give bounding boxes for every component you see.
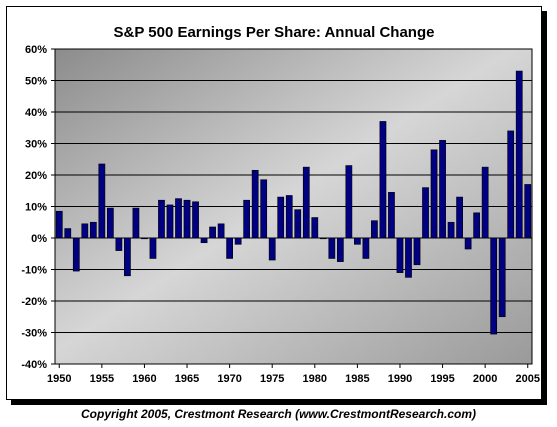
bar-1991 [405,237,412,278]
bar-1993 [422,187,429,239]
bar-1962 [158,199,165,239]
bar-2000 [481,166,489,239]
x-tick-label: 2005 [515,373,539,385]
bar-1957 [115,237,123,251]
x-axis-ticks: 1950 1955 1960 1965 1970 1975 1980 1985 1990 1995… [47,364,540,385]
x-tick-label: 1965 [175,373,199,385]
bar-1975 [268,237,276,261]
x-tick-label: 1955 [90,373,114,385]
bar-1987 [371,220,378,239]
bar-1989 [388,192,395,239]
y-tick-label: 40% [25,107,47,119]
bar-1999 [473,212,481,239]
bar-1979 [302,166,310,239]
bar-1959 [132,207,140,239]
bar-1988 [379,121,387,239]
x-tick-label: 1970 [217,373,241,385]
bar-1980 [311,217,319,239]
y-tick-label: 50% [25,76,47,88]
bar-1952 [72,237,80,272]
bar-1971 [234,237,242,245]
y-tick-label: 0% [31,233,47,245]
bar-1998 [464,237,472,250]
bar-1960 [141,237,148,240]
x-tick-label: 1960 [132,373,156,385]
bar-1976 [277,196,285,239]
x-tick-label: 2000 [473,373,497,385]
bar-2005 [524,184,532,239]
chart-title: S&P 500 Earnings Per Share: Annual Chang… [113,24,435,41]
y-axis-ticks: 60% 50% 40% 30% 20% 10% 0% -10% -20% -30% -40% [21,44,55,371]
x-tick-label: 1990 [388,373,412,385]
bar-1950 [55,210,63,239]
y-tick-label: -40% [21,359,47,371]
bar-1983 [336,237,344,262]
bar-1978 [294,209,302,239]
x-tick-label: 1950 [47,373,71,385]
bar-1955 [98,163,106,239]
bar-1970 [226,237,233,259]
y-tick-label: 20% [25,170,47,182]
bar-1997 [456,196,463,239]
x-tick-label: 1995 [430,373,454,385]
y-tick-label: -10% [21,265,47,277]
bar-2002 [498,237,506,318]
bar-2003 [507,130,515,239]
bar-1969 [217,223,225,239]
bar-1951 [64,228,72,239]
y-tick-label: 30% [25,139,47,151]
bars [55,70,532,335]
x-tick-label: 1980 [303,373,327,385]
bar-1974 [260,179,268,239]
bar-1958 [124,237,131,277]
bar-1967 [200,237,208,244]
bar-1965 [183,199,191,239]
bar-1953 [81,223,89,239]
bar-1966 [192,201,199,239]
bar-2004 [515,70,523,239]
y-tick-label: 60% [25,44,47,56]
bar-1968 [209,226,216,239]
bar-1972 [243,199,251,239]
bar-1984 [345,165,353,239]
bar-1973 [251,169,259,239]
bar-1956 [106,207,114,239]
y-tick-label: -20% [21,296,47,308]
bar-1977 [285,195,293,239]
bar-1985 [354,237,361,245]
bar-1964 [175,198,182,239]
bar-1992 [413,237,421,266]
bar-1996 [447,221,455,239]
bar-1994 [430,149,438,239]
bar-1954 [89,221,97,239]
x-tick-label: 1975 [260,373,284,385]
bar-1981 [319,237,327,240]
copyright-text: Copyright 2005, Crestmont Research (www.… [81,407,476,421]
bar-1961 [149,237,157,259]
y-tick-label: 10% [25,202,47,214]
bar-1990 [396,237,404,273]
gridlines [55,80,532,333]
y-tick-label: -30% [21,328,47,340]
bar-1982 [328,237,336,259]
x-tick-label: 1985 [345,373,369,385]
bar-2001 [490,237,498,335]
bar-1963 [166,204,174,239]
bar-1986 [362,237,370,259]
bar-1995 [439,140,446,239]
